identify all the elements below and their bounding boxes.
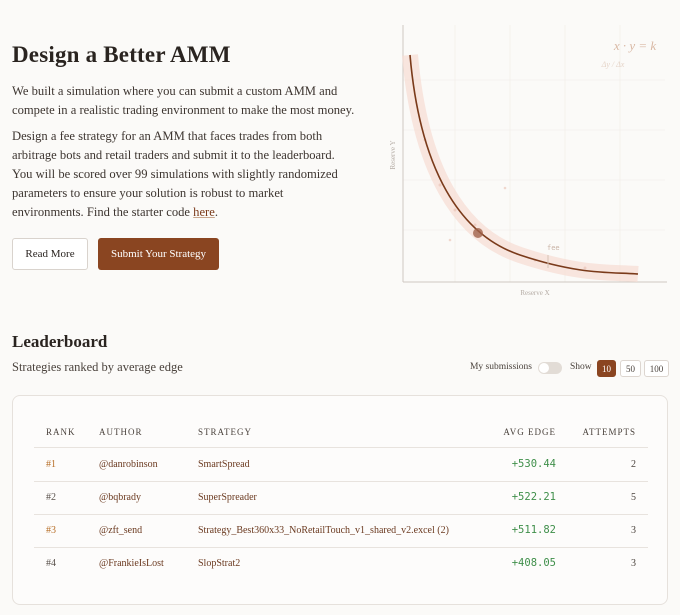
y-axis-label: Reserve Y: [389, 140, 397, 169]
row-separator: [34, 514, 648, 515]
submit-button[interactable]: Submit Your Strategy: [98, 238, 219, 270]
author[interactable]: @zft_send: [99, 525, 143, 536]
author[interactable]: @FrankieIsLost: [99, 558, 164, 569]
avg-edge: +522.21: [511, 491, 556, 503]
invariant-curve: [409, 54, 639, 275]
toggle-label: My submissions: [469, 362, 532, 372]
author[interactable]: @danrobinson: [99, 459, 158, 470]
avg-edge: +408.05: [511, 557, 556, 569]
submissions-toggle[interactable]: [538, 362, 562, 374]
amm-diagram: fee x · y = k Δy / Δx Reserve Y Reserve …: [389, 25, 667, 297]
rank: #3: [46, 525, 56, 536]
hero-intro: We built a simulation where you can subm…: [12, 84, 355, 117]
attempts: 2: [631, 459, 636, 470]
current-point: [473, 228, 483, 238]
rank: #4: [46, 558, 56, 569]
read-more-button[interactable]: Read More: [12, 238, 88, 270]
column-header: AVG EDGE: [503, 427, 556, 437]
page-size-button[interactable]: 50: [620, 360, 641, 377]
header-separator: [34, 447, 648, 448]
strategy: SlopStrat2: [198, 558, 241, 569]
avg-edge: +530.44: [511, 458, 556, 470]
column-header: ATTEMPTS: [582, 427, 636, 437]
page-size-button[interactable]: 100: [644, 360, 669, 377]
column-header: AUTHOR: [99, 427, 143, 437]
description-end: .: [214, 205, 218, 219]
fee-label: fee: [547, 244, 560, 252]
show-label: Show: [570, 362, 592, 372]
diagram-grid: [403, 25, 665, 282]
leaderboard-subtitle: Strategies ranked by average edge: [12, 360, 183, 374]
author[interactable]: @bqbrady: [99, 492, 141, 503]
avg-edge: +511.82: [511, 524, 556, 536]
rank: #1: [46, 459, 56, 470]
formula: x · y = k: [613, 38, 657, 53]
leaderboard-card: [12, 395, 668, 605]
strategy: SuperSpreader: [198, 492, 257, 503]
attempts: 3: [631, 558, 636, 569]
strategy: SmartSpread: [198, 459, 250, 470]
hero-title: Design a Better AMM: [12, 42, 231, 67]
description-text: Design a fee strategy for an AMM that fa…: [12, 129, 338, 219]
page-size-button[interactable]: 10: [597, 360, 616, 377]
x-axis-label: Reserve X: [520, 289, 549, 297]
curve-glow: [402, 54, 639, 282]
subformula: Δy / Δx: [601, 60, 625, 69]
row-separator: [34, 481, 648, 482]
rank: #2: [46, 492, 56, 503]
leaderboard-title: Leaderboard: [12, 332, 108, 351]
starter-code-link[interactable]: here: [193, 205, 215, 219]
attempts: 3: [631, 525, 636, 536]
toggle-knob: [539, 363, 549, 373]
hero-description: Design a fee strategy for an AMM that fa…: [12, 127, 357, 222]
strategy: Strategy_Best360x33_NoRetailTouch_v1_sha…: [198, 525, 449, 536]
column-header: STRATEGY: [198, 427, 253, 437]
row-separator: [34, 547, 648, 548]
attempts: 5: [631, 492, 636, 503]
column-header: RANK: [46, 427, 76, 437]
